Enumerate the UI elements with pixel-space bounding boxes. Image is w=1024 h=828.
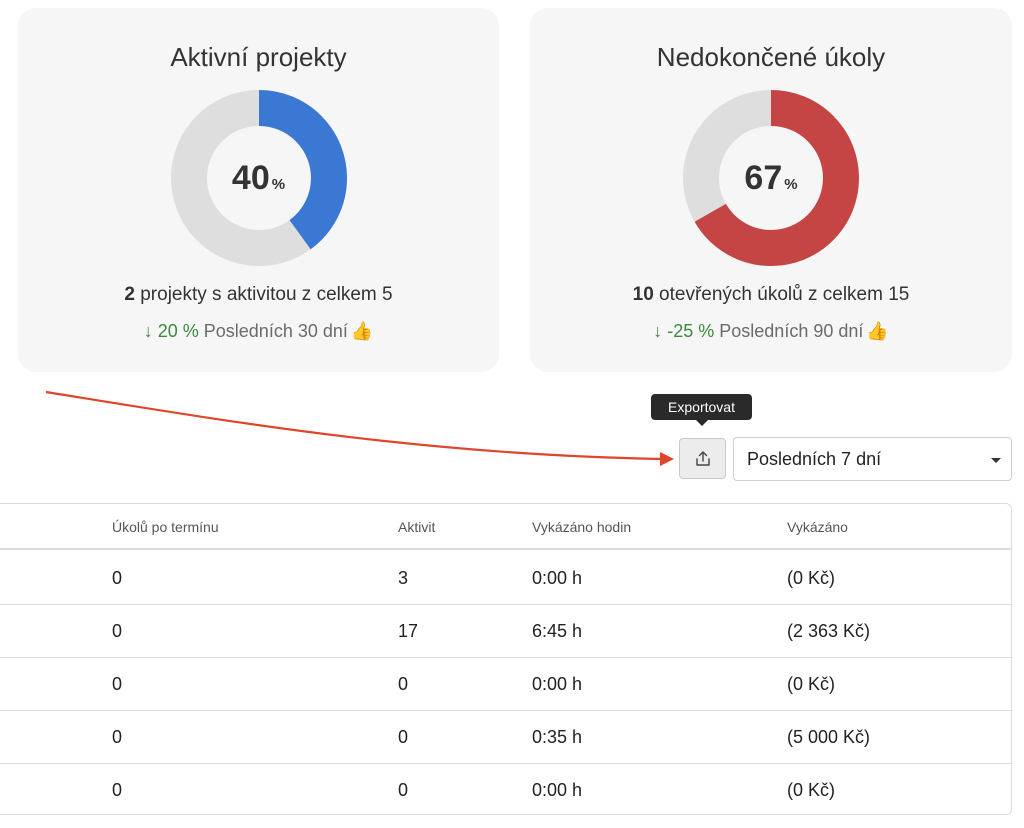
table-header: Úkolů po termínu Aktivit Vykázáno hodin … — [0, 504, 1011, 550]
summary-count: 10 — [632, 284, 654, 305]
card-summary: 10 otevřených úkolů z celkem 15 — [530, 284, 1012, 306]
table-row[interactable]: 0 0 0:35 h (5 000 Kč) — [0, 711, 1011, 764]
summary-count: 2 — [124, 284, 135, 305]
cell-hours: 0:35 h — [532, 727, 583, 747]
tooltip-pointer — [696, 420, 708, 426]
column-header[interactable]: Vykázáno hodin — [532, 519, 632, 535]
cell-amount: (5 000 Kč) — [787, 727, 871, 747]
trend-arrow-icon: ↓ — [653, 321, 663, 341]
cell-activities: 0 — [398, 780, 409, 800]
cell-hours: 6:45 h — [532, 621, 583, 641]
table-row[interactable]: 0 0 0:00 h (0 Kč) — [0, 658, 1011, 711]
cell-activities: 0 — [398, 674, 409, 694]
donut-value-arc — [683, 90, 859, 266]
percent-value: 40 — [231, 158, 270, 197]
cell-hours: 0:00 h — [532, 780, 583, 800]
period-select[interactable]: Posledních 7 dní — [733, 437, 1012, 481]
cell-amount: (0 Kč) — [787, 568, 836, 588]
thumbs-up-icon: 👍 — [350, 321, 374, 341]
cell-overdue: 0 — [112, 621, 123, 641]
open-tasks-donut — [683, 90, 859, 266]
trend-arrow-icon: ↓ — [143, 321, 153, 341]
period-select-value: Posledních 7 dní — [747, 448, 882, 469]
card-summary: 2 projekty s aktivitou z celkem 5 — [18, 284, 499, 306]
upload-icon — [695, 450, 710, 466]
percent-value: 67 — [744, 158, 783, 197]
trend-period: Posledních 30 dní — [203, 321, 348, 341]
trend-period: Posledních 90 dní — [719, 321, 864, 341]
cell-amount: (2 363 Kč) — [787, 621, 871, 641]
trend-delta: -25 % — [667, 321, 715, 341]
column-header[interactable]: Vykázáno — [787, 519, 848, 535]
active-projects-card: Aktivní projekty 40 % 2 projekty s aktiv… — [18, 8, 499, 372]
table-row[interactable]: 0 0 0:00 h (0 Kč) — [0, 764, 1011, 814]
summary-text: otevřených úkolů z celkem 15 — [653, 284, 910, 305]
percent-sign: % — [784, 175, 798, 193]
card-title: Aktivní projekty — [170, 42, 347, 72]
cell-overdue: 0 — [112, 674, 123, 694]
card-trend: ↓ 20 % Posledních 30 dní 👍 — [18, 321, 499, 342]
trend-delta: 20 % — [157, 321, 199, 341]
cell-overdue: 0 — [112, 727, 123, 747]
thumbs-up-icon: 👍 — [866, 321, 889, 341]
stats-table: Úkolů po termínu Aktivit Vykázáno hodin … — [0, 503, 1012, 815]
donut-label: 40 % — [171, 90, 347, 266]
cell-activities: 0 — [398, 727, 409, 747]
card-title: Nedokončené úkoly — [656, 42, 886, 72]
cell-amount: (0 Kč) — [787, 674, 836, 694]
card-trend: ↓ -25 % Posledních 90 dní 👍 — [530, 321, 1012, 342]
table-row[interactable]: 0 3 0:00 h (0 Kč) — [0, 552, 1011, 605]
donut-value-arc — [170, 90, 347, 266]
cell-hours: 0:00 h — [532, 568, 583, 588]
cell-hours: 0:00 h — [532, 674, 583, 694]
open-tasks-card: Nedokončené úkoly 67 % 10 otevřených úko… — [530, 8, 1012, 372]
column-header[interactable]: Úkolů po termínu — [112, 519, 219, 535]
cell-overdue: 0 — [112, 568, 123, 588]
percent-sign: % — [271, 175, 286, 193]
active-projects-donut — [170, 90, 347, 266]
cell-activities: 3 — [398, 568, 409, 588]
summary-text: projekty s aktivitou z celkem 5 — [134, 284, 393, 305]
chevron-down-icon — [991, 458, 1001, 463]
cell-amount: (0 Kč) — [787, 780, 836, 800]
export-tooltip: Exportovat — [651, 394, 752, 420]
cell-overdue: 0 — [112, 780, 123, 800]
column-header[interactable]: Aktivit — [398, 519, 436, 535]
cell-activities: 17 — [398, 621, 419, 641]
export-button[interactable] — [679, 438, 726, 479]
table-row[interactable]: 0 17 6:45 h (2 363 Kč) — [0, 605, 1011, 658]
donut-label: 67 % — [683, 90, 859, 266]
